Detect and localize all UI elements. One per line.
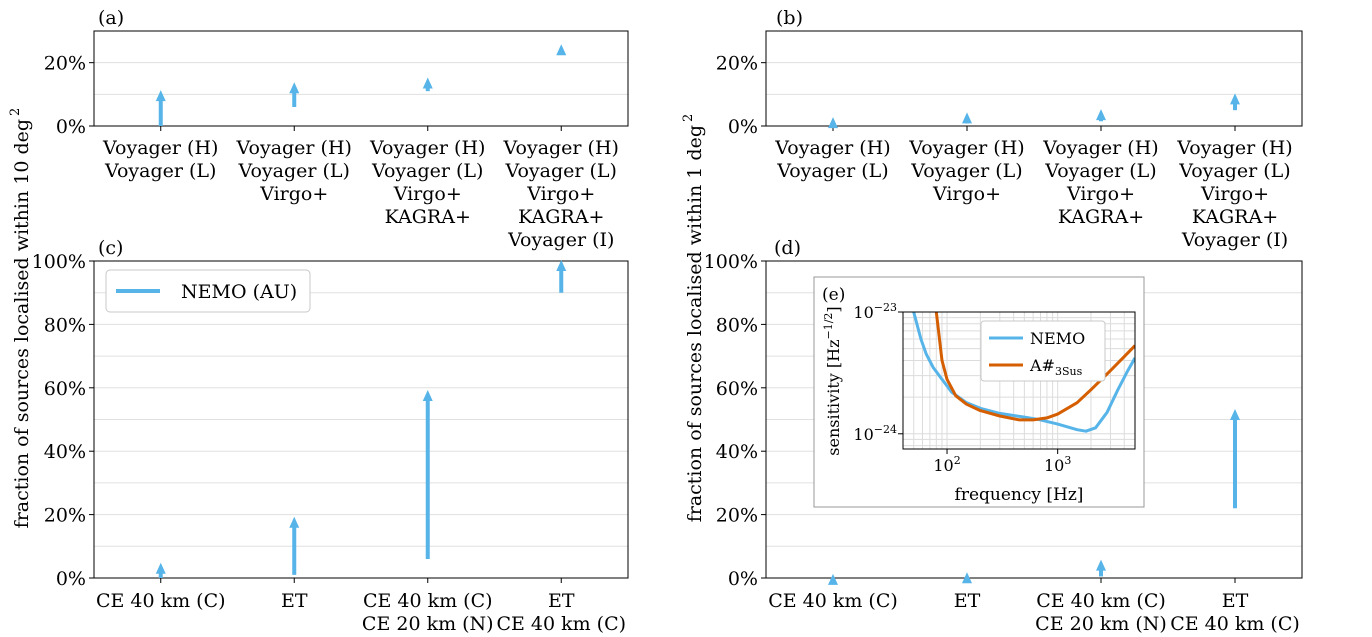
panel-label-c: (c): [98, 237, 123, 259]
x-category-label: ET CE 40 km (C): [496, 590, 626, 635]
x-category-label: Voyager (H) Voyager (L) Virgo+: [908, 137, 1024, 205]
panel-b: 0% 20% Voyager (H) Voyager (L) Voyager (H) V…: [716, 7, 1303, 251]
y-tick-label: 80%: [716, 314, 758, 336]
range-arrow-head: [962, 572, 972, 584]
panel-e: 102 103 10−23 10−24 (e) frequency [Hz] sens…: [813, 276, 1145, 508]
range-arrow-head: [828, 573, 838, 585]
range-arrow-head: [155, 90, 166, 102]
y-tick-label: 100%: [32, 251, 86, 273]
panel-a: 0% 20% Voyager (H) Voyager (L) Voyager (H) V…: [44, 7, 629, 251]
y-tick-label: 0%: [728, 568, 758, 590]
inset-x-tick-label: 102: [933, 454, 960, 475]
y-tick-label: 0%: [56, 568, 86, 590]
inset-y-tick-label: 10−23: [853, 301, 897, 322]
range-arrow-head: [289, 516, 300, 528]
inset-frame: [902, 311, 1136, 450]
x-category-label: ET: [954, 590, 981, 612]
range-arrow-head: [962, 112, 972, 124]
panel-d-frame: [765, 260, 1303, 579]
legend-e: NEMO A#3Sus: [980, 320, 1106, 382]
x-category-label: CE 40 km (C) CE 20 km (N): [362, 590, 494, 635]
range-arrow-head: [155, 562, 166, 574]
panel-label-e: (e): [822, 285, 845, 305]
y-tick-label: 40%: [716, 441, 758, 463]
range-arrow-head: [828, 117, 838, 129]
panel-d: 0%20%40%60%80%100% CE 40 km (C) ET CE 40 k…: [704, 237, 1303, 635]
y-tick-label: 20%: [716, 505, 758, 527]
inset-xlabel: frequency [Hz]: [955, 485, 1084, 505]
range-arrow-head: [422, 389, 433, 401]
x-category-label: CE 40 km (C): [96, 590, 226, 612]
x-category-label: Voyager (H) Voyager (L) Virgo+ KAGRA+ Voyage…: [1176, 137, 1292, 251]
range-arrow-head: [422, 77, 433, 89]
y-tick-label: 0%: [56, 116, 86, 138]
x-category-label: Voyager (H) Voyager (L) Virgo+: [236, 137, 352, 205]
x-category-label: Voyager (H) Voyager (L) Virgo+ KAGRA+: [369, 137, 485, 228]
range-arrow-head: [289, 82, 300, 94]
panel-a-frame: [93, 30, 629, 127]
panel-c-frame: [93, 260, 629, 579]
range-arrow-head: [1230, 408, 1240, 420]
legend-e-label-a3sus: A#3Sus: [1029, 356, 1083, 378]
legend-c: NEMO (AU): [105, 269, 311, 313]
y-tick-label: 60%: [716, 378, 758, 400]
legend-c-label: NEMO (AU): [181, 281, 297, 303]
y-tick-label: 0%: [728, 116, 758, 138]
inset-ylabel: sensitivity [Hz−1/2]: [822, 306, 843, 455]
range-arrow-head: [1096, 109, 1106, 121]
range-arrow-head: [1230, 93, 1240, 105]
y-tick-label: 20%: [44, 505, 86, 527]
inset-curve: [912, 312, 1135, 433]
x-category-label: CE 40 km (C): [768, 590, 898, 612]
x-category-label: CE 40 km (C) CE 20 km (N): [1035, 590, 1167, 635]
inset-y-tick-label: 10−24: [853, 423, 897, 444]
y-tick-label: 60%: [44, 378, 86, 400]
panel-label-b: (b): [776, 7, 803, 29]
range-arrow-head: [556, 44, 567, 56]
legend-e-label-nemo: NEMO: [1030, 329, 1085, 348]
left-ylabel: fraction of sources localised within 10 …: [8, 108, 33, 529]
panel-b-frame: [765, 30, 1303, 127]
legend-c-frame: [105, 269, 311, 313]
y-tick-label: 80%: [44, 314, 86, 336]
right-ylabel: fraction of sources localised within 1 d…: [681, 114, 706, 523]
x-category-label: Voyager (H) Voyager (L): [774, 137, 890, 182]
x-category-label: Voyager (H) Voyager (L): [102, 137, 218, 182]
inset-x-tick-label: 103: [1044, 454, 1071, 475]
panel-label-a: (a): [98, 7, 124, 29]
range-arrow-head: [556, 260, 567, 271]
x-category-label: ET: [281, 590, 308, 612]
x-category-label: Voyager (H) Voyager (L) Virgo+ KAGRA+: [1042, 137, 1158, 228]
y-tick-label: 40%: [44, 441, 86, 463]
y-tick-label: 20%: [44, 53, 86, 75]
x-category-label: Voyager (H) Voyager (L) Virgo+ KAGRA+ Voyage…: [503, 137, 619, 251]
y-tick-label: 20%: [716, 53, 758, 75]
y-tick-label: 100%: [704, 251, 758, 273]
x-category-label: ET CE 40 km (C): [1170, 590, 1300, 635]
range-arrow-head: [1096, 559, 1106, 571]
panel-label-d: (d): [774, 237, 801, 259]
panel-c: 0%20%40%60%80%100% CE 40 km (C) ET CE 40 k…: [32, 237, 629, 635]
